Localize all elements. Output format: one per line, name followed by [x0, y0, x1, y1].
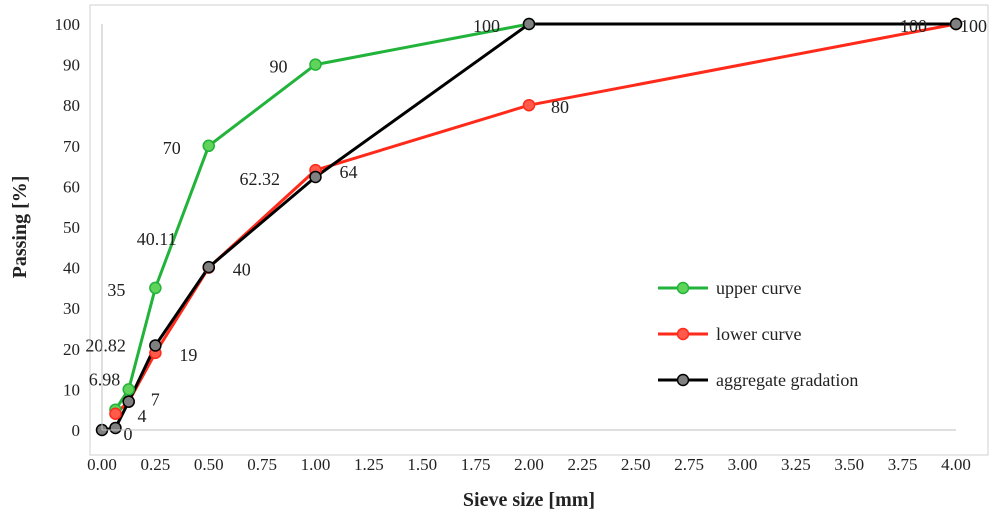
data-label: 80 [551, 97, 569, 117]
x-tick-label: 0.50 [194, 455, 224, 474]
x-tick-label: 0.00 [87, 455, 117, 474]
data-point-0 [202, 139, 215, 153]
data-label: 40 [233, 260, 251, 280]
y-axis-title: Passing [%] [9, 176, 31, 279]
data-point-2 [309, 170, 322, 184]
x-tick-label: 3.75 [888, 455, 918, 474]
data-label: 90 [270, 57, 288, 77]
y-tick-label: 90 [63, 56, 80, 75]
legend: upper curve lower curve aggregate gradatio… [658, 278, 858, 390]
data-point-0 [149, 281, 162, 295]
legend-label: lower curve [716, 324, 801, 344]
x-tick-label: 2.75 [674, 455, 704, 474]
data-point-2 [949, 17, 963, 31]
legend-label: aggregate gradation [716, 370, 858, 390]
x-tick-label: 3.25 [781, 455, 811, 474]
data-label: 35 [107, 280, 125, 300]
legend-marker [676, 373, 690, 387]
data-label: 4 [137, 406, 146, 426]
y-tick-label: 30 [63, 299, 80, 318]
y-tick-label: 0 [72, 421, 81, 440]
data-label: 7 [151, 390, 160, 410]
x-tick-label: 3.00 [728, 455, 758, 474]
x-tick-label: 1.00 [301, 455, 331, 474]
data-point-2 [122, 395, 135, 408]
y-tick-label: 10 [63, 380, 80, 399]
x-tick-label: 4.00 [941, 455, 971, 474]
data-point-2 [109, 421, 122, 435]
x-tick-label: 2.50 [621, 455, 651, 474]
x-tick-label: 2.00 [514, 455, 544, 474]
x-tick-label: 1.25 [354, 455, 384, 474]
x-tick-label: 2.25 [568, 455, 598, 474]
data-label: 64 [340, 162, 358, 182]
x-tick-label: 0.25 [141, 455, 171, 474]
data-label: 100 [473, 16, 500, 36]
x-tick-label: 1.50 [407, 455, 437, 474]
data-point-0 [309, 58, 322, 71]
data-label: 62.32 [240, 169, 281, 189]
data-label: 100 [960, 16, 987, 36]
y-tick-label: 70 [63, 137, 80, 156]
legend-label: upper curve [716, 278, 801, 298]
data-label: 6.98 [89, 370, 121, 390]
y-tick-label: 50 [63, 218, 80, 237]
x-axis-title: Sieve size [mm] [463, 489, 595, 511]
legend-marker [676, 281, 690, 295]
x-tick-label: 3.50 [834, 455, 864, 474]
data-label: 0 [123, 424, 132, 444]
data-point-2 [202, 260, 215, 274]
y-tick-label: 20 [63, 340, 80, 359]
legend-marker [676, 327, 690, 341]
y-tick-label: 100 [55, 15, 81, 34]
data-label: 40.11 [137, 229, 177, 249]
data-point-0 [122, 383, 135, 396]
chart-frame [89, 4, 989, 456]
data-label: 19 [179, 345, 197, 365]
x-tick-label: 0.75 [247, 455, 277, 474]
data-label: 70 [163, 138, 181, 158]
data-point-2 [522, 17, 536, 31]
y-tick-label: 40 [63, 259, 80, 278]
y-tick-label: 80 [63, 96, 80, 115]
data-point-1 [522, 98, 536, 112]
y-tick-label: 60 [63, 177, 80, 196]
data-label: 20.82 [85, 335, 126, 355]
data-point-1 [109, 407, 122, 421]
x-tick-label: 1.75 [461, 455, 491, 474]
data-point-2 [149, 339, 162, 352]
plot-area: 047 6.98 20.82 19 35 40.11 40 70 62.32 64 90 100 80 1… [85, 16, 987, 444]
data-label: 100 [900, 16, 927, 36]
